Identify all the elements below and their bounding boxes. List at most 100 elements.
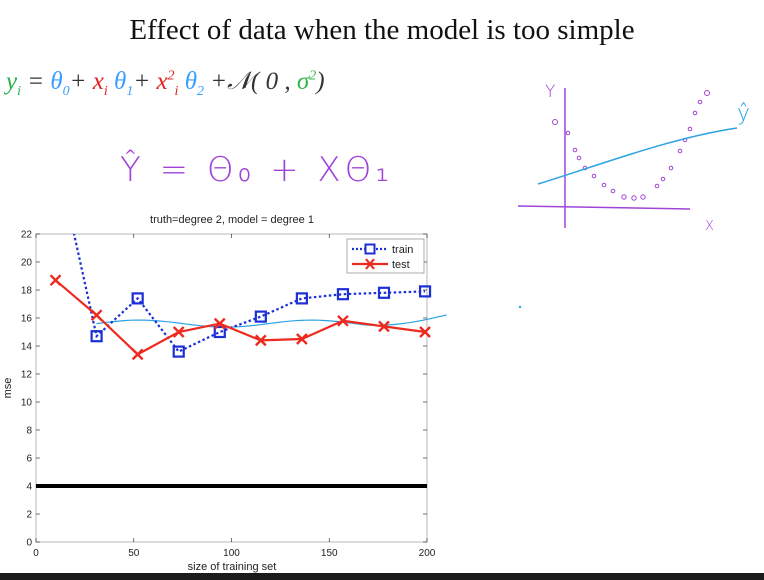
chart-title: truth=degree 2, model = degree 1	[150, 214, 314, 226]
plot-area	[35, 233, 428, 543]
point-train	[254, 310, 267, 323]
sketch-point	[668, 165, 674, 171]
legend-train-marker	[364, 243, 376, 255]
mse-chart: truth=degree 2, model = degree 1 0 50 100 1…	[2, 214, 447, 573]
sketch-linear-fit	[537, 127, 738, 185]
x-tick-label: 100	[223, 548, 240, 559]
slide-title: Effect of data when the model is too sim…	[129, 14, 635, 46]
bottom-bar	[0, 573, 764, 580]
model-equation: yi = θ0+ xi θ1+ x2i θ2 +𝒩( 0 , σ2)	[6, 68, 325, 100]
point-test	[131, 348, 144, 361]
sketch-point	[677, 148, 683, 154]
eq-theta2: θ	[184, 68, 197, 95]
y-tick-label: 18	[21, 286, 33, 297]
y-axis-label: mse	[2, 378, 14, 399]
point-test	[172, 326, 185, 338]
point-train	[295, 292, 308, 305]
point-train	[213, 325, 226, 339]
y-tick-label: 14	[21, 342, 33, 353]
y-tick-label: 0	[26, 538, 32, 549]
eq-equals: =	[27, 68, 45, 95]
eq-plus-2: +	[133, 68, 151, 95]
point-train	[336, 288, 350, 301]
sketch-point	[654, 183, 660, 189]
y-tick-label: 20	[21, 258, 33, 269]
eq-normal-close: )	[316, 68, 325, 95]
overlay-curve	[96, 314, 447, 328]
sketch-point	[572, 147, 578, 153]
eq-sigma-sup: 2	[309, 68, 317, 84]
sketch-point	[697, 99, 703, 105]
point-train	[377, 286, 391, 299]
stray-mark	[518, 305, 522, 309]
eq-normal-open: ( 0 ,	[251, 68, 291, 95]
eq-x1: x	[92, 68, 104, 95]
eq-theta1-sub: 1	[126, 84, 134, 99]
eq-x1-sub: i	[103, 84, 108, 99]
sketch-point	[610, 188, 616, 194]
sketch-point	[704, 90, 710, 96]
x-axis-label: size of training set	[188, 561, 277, 573]
point-train	[90, 330, 103, 343]
x-tick-label: 0	[33, 548, 39, 559]
x-tick-label: 150	[321, 548, 338, 559]
point-test	[337, 314, 349, 327]
series-line-test	[54, 279, 426, 356]
legend-box	[346, 238, 425, 274]
sketch-point	[552, 119, 558, 125]
sketch-fit-label: ŷ	[737, 101, 750, 126]
point-test	[254, 334, 267, 347]
x-tick-label: 200	[419, 548, 436, 559]
legend-train-label: train	[392, 244, 413, 256]
point-test	[90, 309, 103, 322]
sketch-point	[631, 195, 637, 201]
y-tick-label: 16	[21, 314, 33, 325]
eq-x2-sub: i	[174, 84, 179, 99]
point-train	[172, 345, 185, 358]
sketch-x-axis	[517, 205, 691, 210]
y-tick-label: 8	[26, 426, 32, 437]
y-tick-labels: 0 2 4 6 8 10 12 14 16 18 20 22	[21, 230, 33, 549]
point-test	[213, 317, 226, 330]
legend: train test	[346, 238, 425, 274]
eq-theta2-sub: 2	[196, 84, 204, 99]
handwritten-model-equation: Ŷ = Θ₀ + XΘ₁	[120, 150, 394, 190]
eq-theta1: θ	[114, 68, 127, 95]
point-test	[296, 333, 308, 345]
eq-theta0-sub: 0	[62, 84, 70, 99]
sketch-point	[576, 155, 582, 161]
y-tick-label: 22	[21, 230, 33, 241]
y-tick-label: 6	[26, 454, 32, 465]
point-train	[418, 285, 432, 298]
y-tick-label: 10	[21, 398, 33, 409]
sketch-y-label: Y	[545, 82, 555, 102]
eq-normal: 𝒩	[227, 68, 252, 95]
legend-test-label: test	[392, 259, 410, 271]
sketch-point	[687, 126, 693, 132]
sketch-point	[692, 110, 698, 116]
legend-test-marker	[365, 258, 375, 270]
sketch-data-points	[552, 90, 710, 201]
eq-plus-3: +	[210, 68, 228, 95]
sketch-x-label: X	[705, 219, 714, 234]
x-tick-labels: 0 50 100 150 200	[33, 548, 436, 559]
sketch-point	[660, 176, 666, 182]
point-train	[131, 292, 144, 305]
eq-sigma: σ	[296, 68, 310, 95]
x-tick-label: 50	[128, 548, 140, 559]
point-test	[49, 274, 62, 287]
series-line-train	[72, 234, 426, 353]
sketch-point	[621, 194, 627, 200]
eq-plus-1: +	[69, 68, 87, 95]
y-tick-label: 12	[21, 370, 33, 381]
sketch-point	[591, 173, 597, 179]
eq-x2-sup: 2	[167, 68, 175, 84]
y-tick-label: 4	[26, 482, 32, 493]
series-layer	[49, 234, 432, 361]
eq-theta0: θ	[50, 68, 63, 95]
point-test	[419, 326, 431, 338]
sketch-point	[601, 182, 607, 188]
eq-x2: x	[156, 68, 168, 95]
sketch-point	[640, 194, 646, 200]
